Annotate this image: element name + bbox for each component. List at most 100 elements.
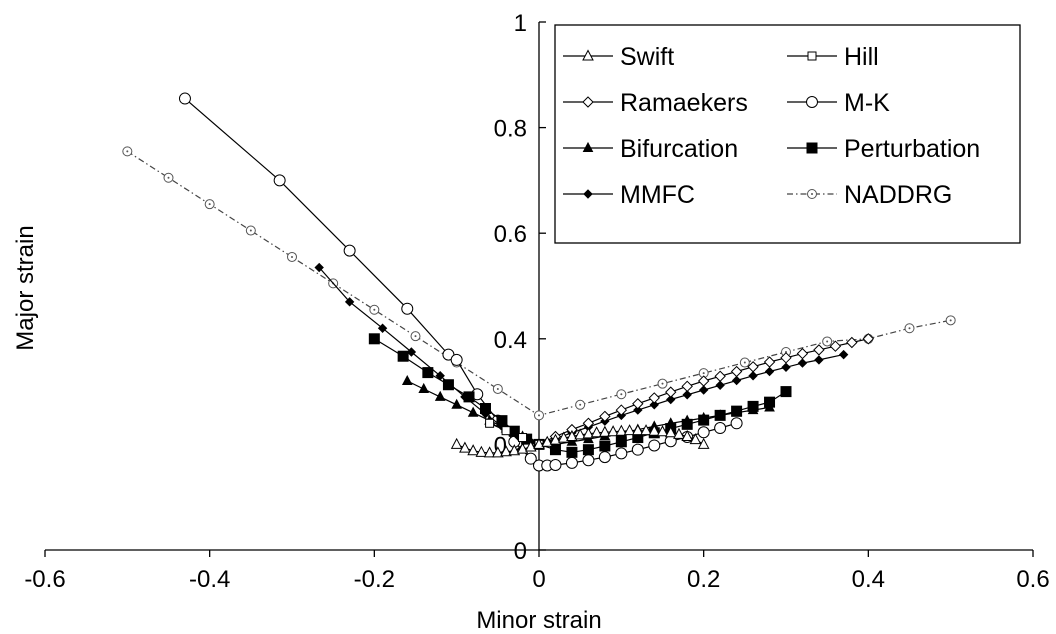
data-point-mmfc xyxy=(666,394,676,405)
data-point-swift xyxy=(533,437,545,449)
marker-dot xyxy=(249,229,252,232)
series-bifurcation xyxy=(401,374,775,449)
data-point-mmfc xyxy=(715,380,725,390)
data-point-bifurcation xyxy=(747,404,759,415)
data-point-bifurcation xyxy=(714,409,726,420)
data-point-naddrg xyxy=(204,199,215,210)
data-point-mmfc xyxy=(344,297,355,307)
data-point-ramaekers xyxy=(648,392,660,404)
data-point-naddrg xyxy=(163,172,174,183)
data-point-ramaekers xyxy=(714,370,726,382)
data-point-m-k xyxy=(401,302,414,315)
data-point-swift xyxy=(631,424,644,436)
data-point-bifurcation xyxy=(467,406,479,417)
data-point-m-k xyxy=(273,174,286,187)
legend-box xyxy=(554,24,1021,244)
series-m-k xyxy=(178,92,743,472)
data-point-mmfc xyxy=(748,371,758,381)
data-point-m-k xyxy=(648,439,661,452)
data-point-naddrg xyxy=(245,225,256,236)
data-point-perturbation xyxy=(422,367,434,379)
data-point-swift xyxy=(508,444,521,456)
x-tick-label: 0 xyxy=(532,566,545,593)
data-point-ramaekers xyxy=(599,410,611,423)
legend-label: M-K xyxy=(844,89,890,117)
legend-swatch-marker xyxy=(806,96,818,108)
legend-swatch-marker xyxy=(582,96,594,108)
data-point-perturbation xyxy=(463,391,475,403)
data-point-m-k xyxy=(549,458,562,471)
data-point-hill xyxy=(518,433,528,443)
data-point-perturbation xyxy=(442,379,454,391)
data-point-swift xyxy=(467,444,479,456)
data-point-naddrg xyxy=(410,331,421,342)
marker-dot xyxy=(208,203,211,206)
data-point-bifurcation xyxy=(401,374,413,386)
data-point-hill xyxy=(485,418,495,428)
data-point-naddrg xyxy=(369,304,380,315)
data-point-mmfc xyxy=(406,347,417,357)
y-tick-label: 0.6 xyxy=(494,221,527,248)
legend-swatch-marker xyxy=(583,189,593,199)
x-axis-ticks: -0.6 -0.4 -0.2 0 0.2 0.4 0.6 xyxy=(24,550,1050,593)
data-point-swift xyxy=(500,445,512,457)
data-point-mmfc xyxy=(633,405,643,415)
data-point-swift xyxy=(648,424,661,436)
data-point-m-k xyxy=(714,422,727,435)
data-point-m-k xyxy=(631,443,644,456)
data-point-swift xyxy=(590,426,603,438)
data-point-swift xyxy=(492,446,504,458)
marker-dot xyxy=(579,403,582,406)
data-point-m-k xyxy=(565,456,578,469)
axes: -0.6 -0.4 -0.2 0 0.2 0.4 0.6 0 0.2 0.4 0.6 0.8 1 xyxy=(24,10,1049,593)
data-point-m-k xyxy=(178,92,191,105)
data-point-mmfc xyxy=(838,349,849,360)
data-point-perturbation xyxy=(599,440,611,452)
y-axis-title: Major strain xyxy=(12,225,39,350)
x-tick-label: 0.6 xyxy=(1016,566,1049,593)
legend-swatch-marker xyxy=(807,51,817,61)
x-tick-label: 0.4 xyxy=(852,566,885,593)
legend-items: Swift Hill Ramaekers M-K Bifurcation Perturba… xyxy=(563,43,980,209)
marker-dot xyxy=(373,308,376,311)
data-point-swift xyxy=(599,425,611,437)
data-point-ramaekers xyxy=(763,356,776,368)
data-point-ramaekers xyxy=(780,352,792,364)
data-point-m-k xyxy=(730,417,743,430)
marker-dot xyxy=(620,393,623,396)
y-axis-ticks: 00.20.40.60.81 xyxy=(494,10,546,565)
data-point-naddrg xyxy=(492,383,503,394)
data-point-m-k xyxy=(598,451,611,464)
x-tick-label: -0.4 xyxy=(189,566,230,593)
data-point-perturbation xyxy=(496,415,508,427)
marker-dot xyxy=(785,351,787,353)
data-point-mmfc xyxy=(731,375,742,386)
data-point-swift xyxy=(640,424,652,436)
data-point-swift xyxy=(664,426,677,438)
data-point-swift xyxy=(475,445,488,457)
legend-label: Swift xyxy=(620,43,674,71)
data-point-naddrg xyxy=(616,389,627,400)
data-point-mmfc xyxy=(698,385,709,395)
data-point-naddrg xyxy=(904,323,915,334)
legend-label: Bifurcation xyxy=(620,135,738,163)
data-point-m-k xyxy=(343,244,356,257)
data-point-swift xyxy=(656,425,669,437)
data-point-bifurcation xyxy=(731,406,742,417)
data-point-swift xyxy=(615,424,628,436)
data-point-swift xyxy=(557,431,570,443)
data-point-ramaekers xyxy=(632,398,644,410)
data-point-swift xyxy=(549,433,562,445)
marker-dot xyxy=(702,372,705,375)
data-point-swift xyxy=(566,429,578,441)
data-point-m-k xyxy=(697,426,710,439)
series-layer xyxy=(122,92,956,472)
legend-label: NADDRG xyxy=(844,181,952,209)
legend-swatch-marker xyxy=(582,49,594,61)
data-point-swift xyxy=(623,424,636,436)
data-point-perturbation xyxy=(566,446,578,458)
data-point-hill xyxy=(501,426,511,436)
data-point-ramaekers xyxy=(796,347,809,360)
legend: Swift Hill Ramaekers M-K Bifurcation Perturba… xyxy=(554,24,1021,244)
data-point-bifurcation xyxy=(583,433,594,444)
